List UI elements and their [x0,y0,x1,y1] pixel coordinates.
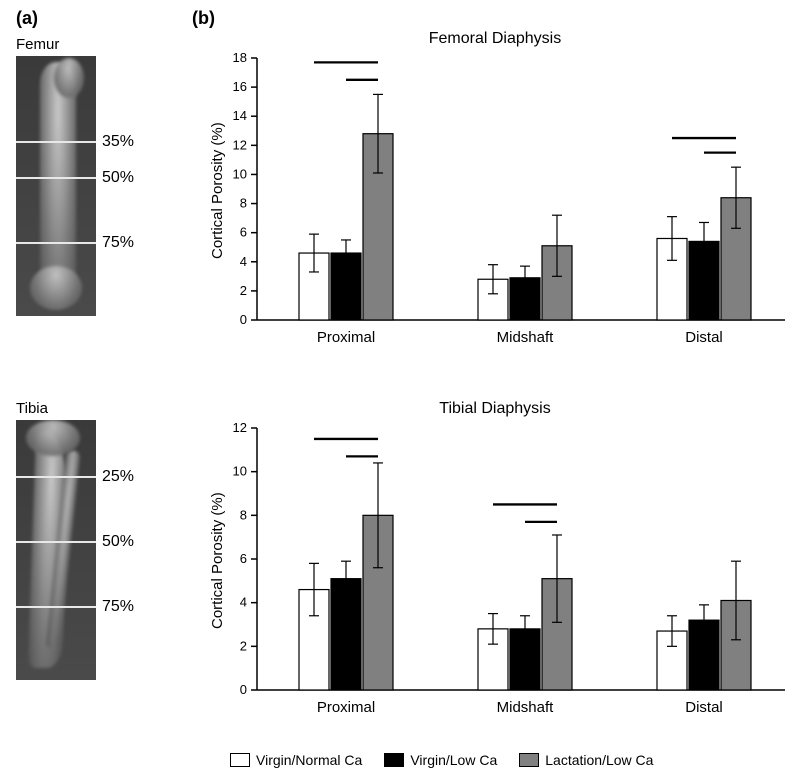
legend-label: Virgin/Low Ca [410,752,497,768]
chart-svg: 0 2 4 6 8 10 12 14 16 18 Proximal Midshaft Distal [195,30,795,360]
legend: Virgin/Normal Ca Virgin/Low Ca Lactation/L… [230,752,653,768]
svg-text:0: 0 [240,682,247,697]
svg-text:4: 4 [240,595,247,610]
svg-text:8: 8 [240,196,247,211]
bone-pct-label: 50% [102,169,134,187]
svg-text:18: 18 [233,50,247,65]
svg-text:Proximal: Proximal [317,329,375,346]
y-axis-label: Cortical Porosity (%) [209,122,226,259]
svg-text:4: 4 [240,254,247,269]
svg-text:Midshaft: Midshaft [497,699,555,716]
svg-text:12: 12 [233,137,247,152]
legend-item: Virgin/Low Ca [384,752,497,768]
svg-text:2: 2 [240,638,247,653]
femur-label: Femur [16,36,59,53]
tibia-label: Tibia [16,400,48,417]
bone-pct-label: 75% [102,234,134,252]
svg-text:0: 0 [240,312,247,327]
svg-text:8: 8 [240,507,247,522]
bone-section-line [16,541,96,543]
femur-image [16,56,96,316]
femoral-chart-title: Femoral Diaphysis [195,30,795,48]
svg-text:6: 6 [240,225,247,240]
bone-section-line [16,476,96,478]
bone-pct-label: 50% [102,533,134,551]
tibial-chart-title: Tibial Diaphysis [195,400,795,418]
svg-text:Distal: Distal [685,329,723,346]
svg-text:14: 14 [233,108,247,123]
tibial-chart: Tibial Diaphysis 0 2 4 6 8 10 12 Proximal Midsha… [195,400,795,730]
panel-a-label: (a) [16,8,38,29]
svg-text:16: 16 [233,79,247,94]
svg-text:2: 2 [240,283,247,298]
legend-swatch [384,753,404,767]
femoral-chart: Femoral Diaphysis 0 2 4 6 8 10 12 14 16 18 Proxima… [195,30,795,360]
panel-b-label: (b) [192,8,215,29]
svg-text:Midshaft: Midshaft [497,329,555,346]
chart-svg: 0 2 4 6 8 10 12 Proximal Midshaft Distal [195,400,795,730]
bone-section-line [16,141,96,143]
svg-text:Distal: Distal [685,699,723,716]
svg-text:10: 10 [233,166,247,181]
svg-text:10: 10 [233,464,247,479]
legend-swatch [230,753,250,767]
y-axis-label: Cortical Porosity (%) [209,492,226,629]
bone-section-line [16,177,96,179]
legend-swatch [519,753,539,767]
svg-text:12: 12 [233,420,247,435]
bone-pct-label: 75% [102,598,134,616]
legend-item: Lactation/Low Ca [519,752,653,768]
bone-section-line [16,606,96,608]
svg-text:6: 6 [240,551,247,566]
bone-pct-label: 35% [102,133,134,151]
bone-pct-label: 25% [102,468,134,486]
bone-section-line [16,242,96,244]
tibia-image [16,420,96,680]
legend-label: Virgin/Normal Ca [256,752,362,768]
legend-label: Lactation/Low Ca [545,752,653,768]
svg-text:Proximal: Proximal [317,699,375,716]
legend-item: Virgin/Normal Ca [230,752,362,768]
